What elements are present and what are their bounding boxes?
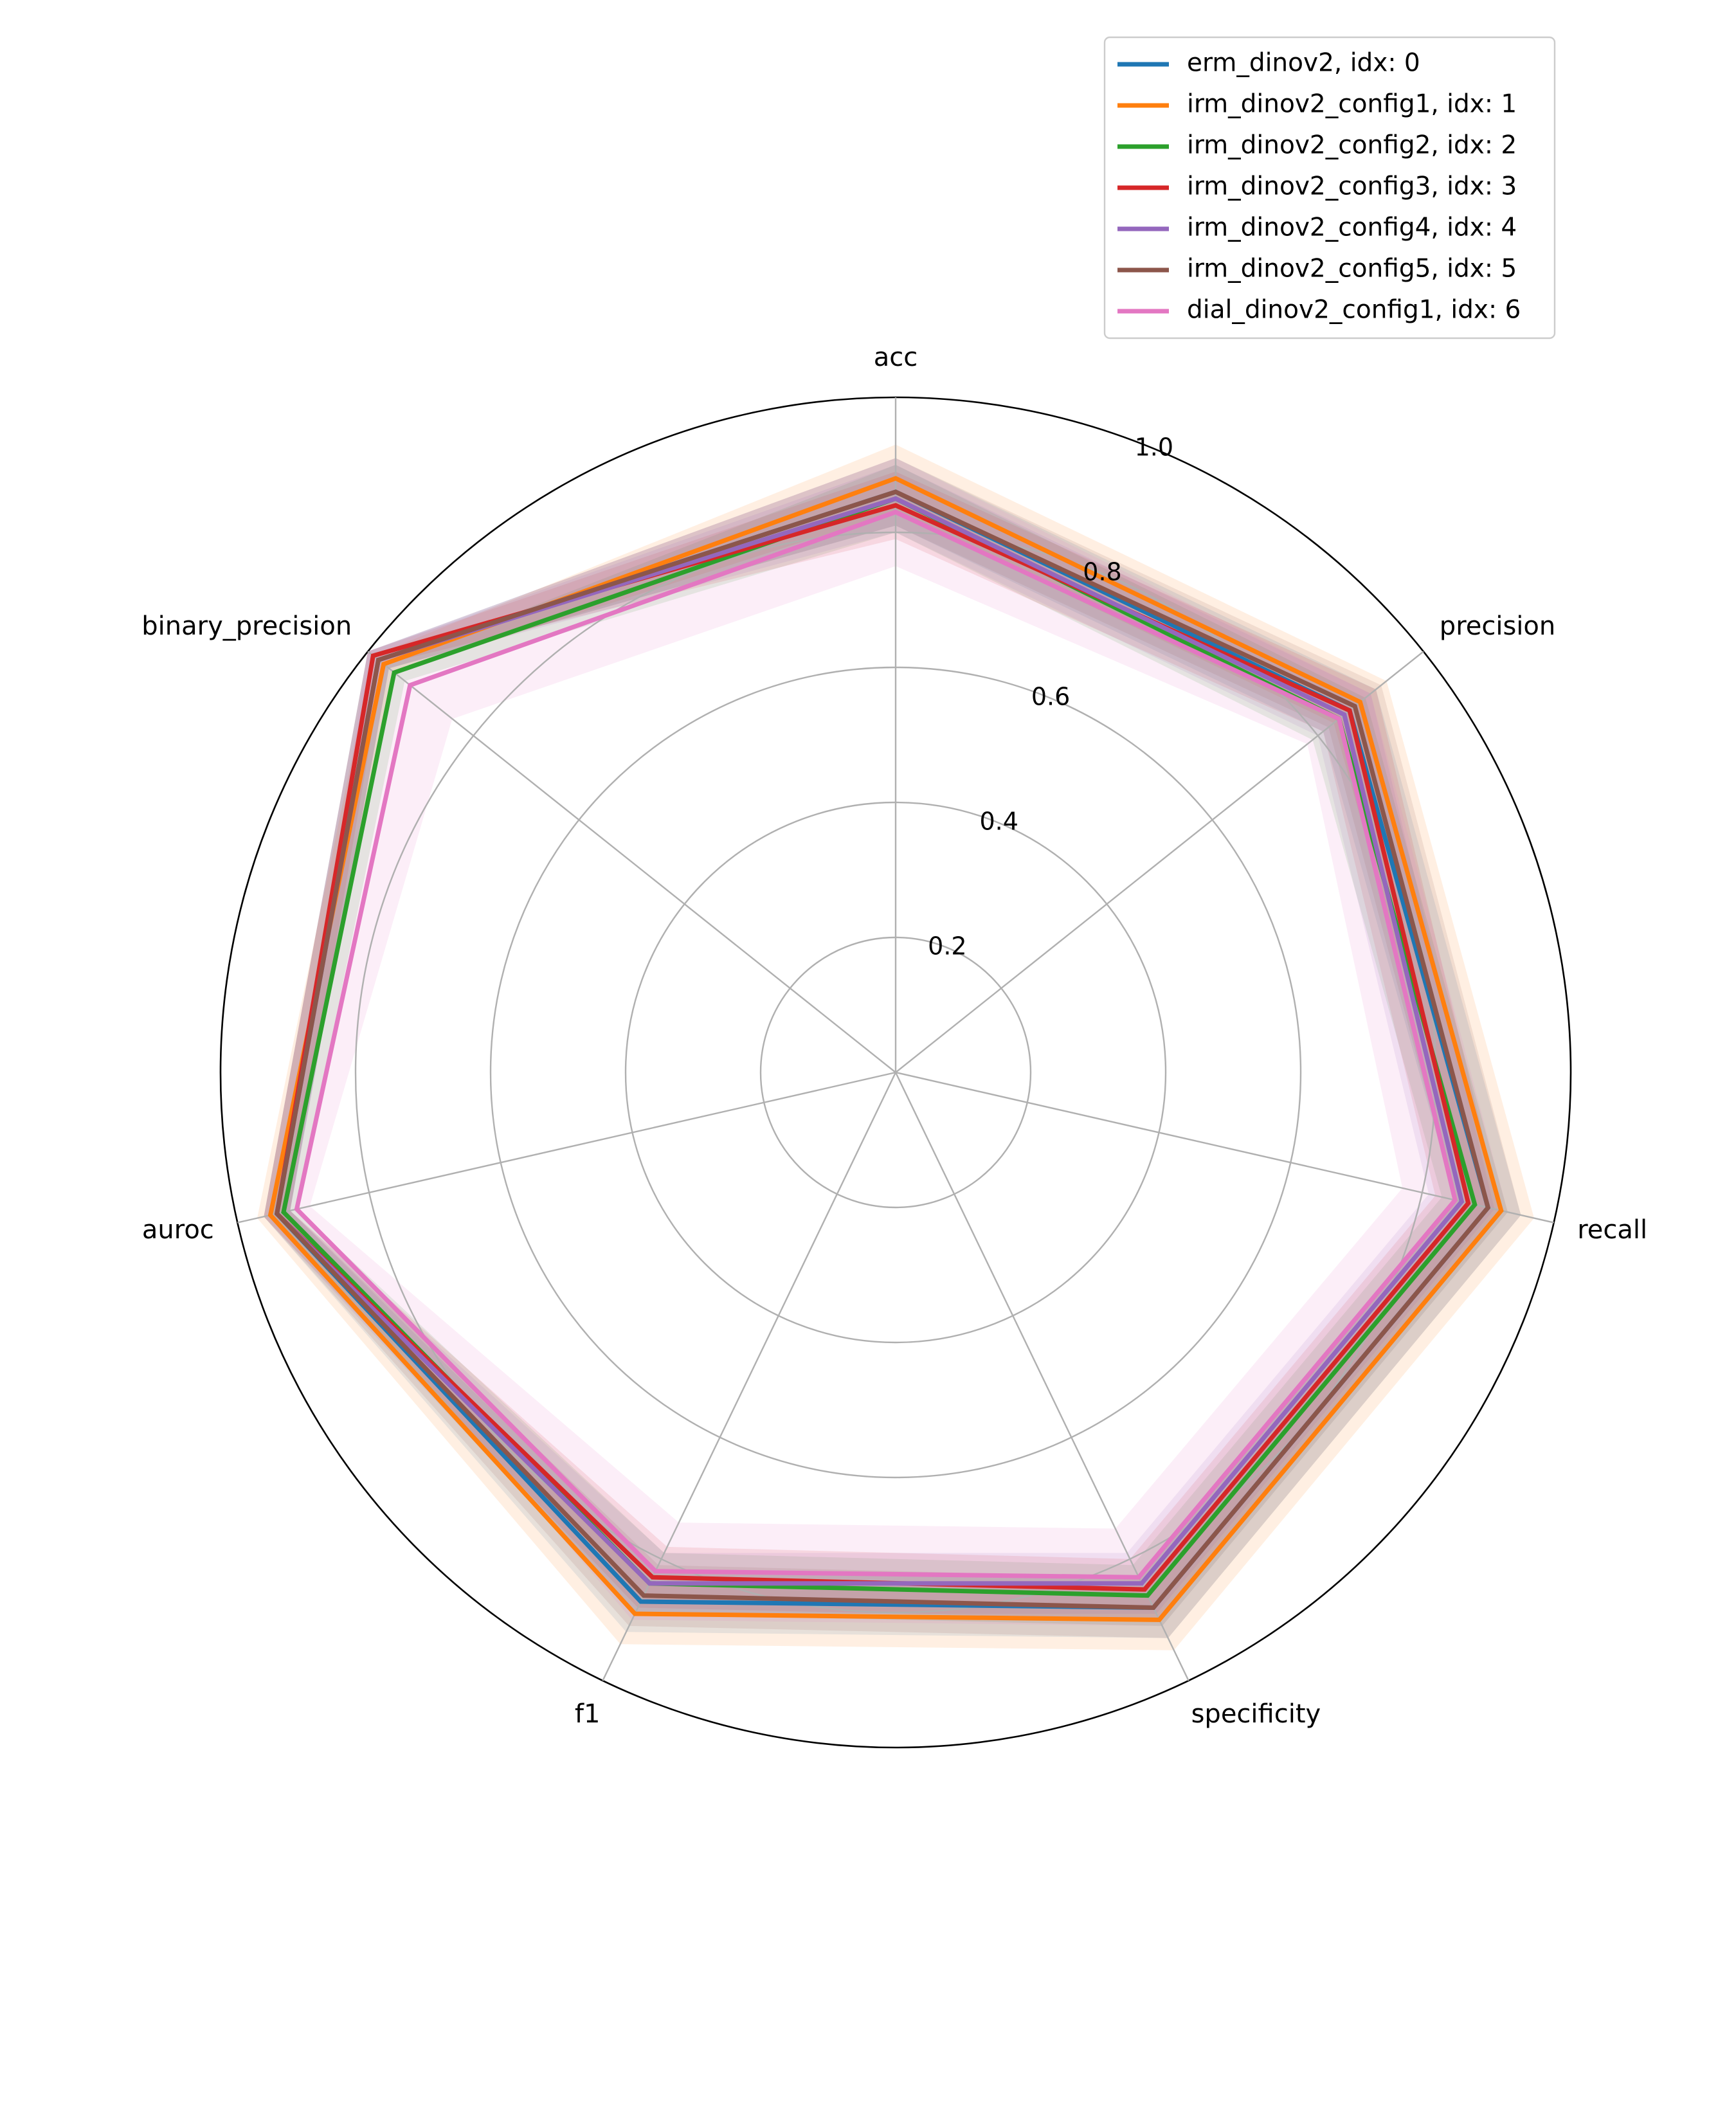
spoke-precision — [895, 651, 1424, 1073]
legend-label-5: irm_dinov2_config5, idx: 5 — [1187, 255, 1517, 284]
axis-label-specificity: specificity — [1191, 1699, 1321, 1729]
r-tick-label-3: 0.8 — [1083, 557, 1121, 586]
legend-label-6: dial_dinov2_config1, idx: 6 — [1187, 296, 1521, 325]
legend-label-1: irm_dinov2_config1, idx: 1 — [1187, 90, 1517, 119]
spoke-binary_precision — [367, 651, 896, 1073]
spoke-auroc — [237, 1071, 896, 1224]
r-tick-label-2: 0.6 — [1031, 683, 1070, 711]
axis-label-binary_precision: binary_precision — [141, 611, 352, 641]
series-line-1 — [267, 476, 1504, 1622]
spoke-recall — [895, 1071, 1554, 1224]
series-lines — [267, 476, 1504, 1622]
axis-label-auroc: auroc — [142, 1215, 214, 1245]
r-tick-label-0: 0.2 — [928, 932, 966, 961]
r-tick-label-4: 1.0 — [1135, 433, 1173, 461]
series-line-2 — [281, 496, 1478, 1598]
series-line-6 — [294, 509, 1458, 1580]
axis-label-precision: precision — [1440, 611, 1555, 641]
legend-label-3: irm_dinov2_config3, idx: 3 — [1187, 172, 1517, 201]
r-tick-label-1: 0.4 — [979, 808, 1018, 836]
axis-label-acc: acc — [874, 343, 918, 372]
legend-label-0: erm_dinov2, idx: 0 — [1187, 49, 1420, 78]
legend-label-4: irm_dinov2_config4, idx: 4 — [1187, 213, 1517, 242]
legend-label-2: irm_dinov2_config2, idx: 2 — [1187, 131, 1517, 160]
axis-labels: 0.2 0.4 0.6 0.8 1.0 acc precision recall specifi… — [141, 343, 1647, 1729]
legend-box — [1103, 36, 1556, 339]
axis-label-recall: recall — [1577, 1215, 1647, 1245]
axis-label-f1: f1 — [575, 1699, 601, 1729]
legend: erm_dinov2, idx: 0 irm_dinov2_config1, id… — [1103, 36, 1556, 339]
series-line-5 — [274, 489, 1491, 1611]
